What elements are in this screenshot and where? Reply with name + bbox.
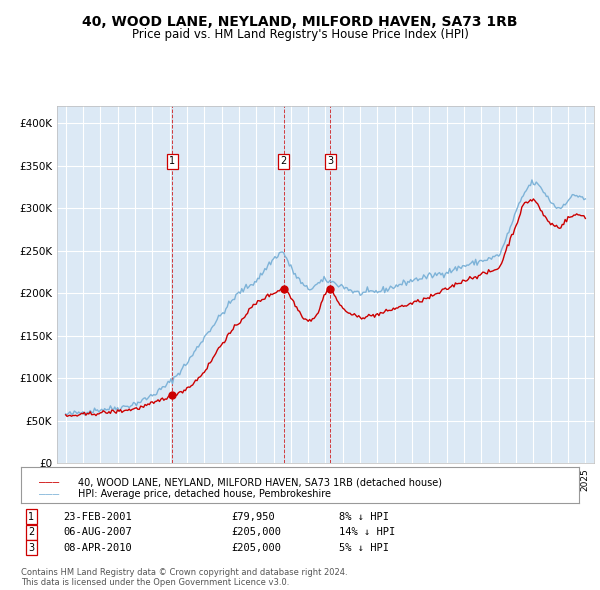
Text: 2: 2 <box>28 527 34 537</box>
Text: 1: 1 <box>28 512 34 522</box>
Text: ———: ——— <box>39 489 59 499</box>
Text: 2: 2 <box>280 156 287 166</box>
Text: 40, WOOD LANE, NEYLAND, MILFORD HAVEN, SA73 1RB (detached house): 40, WOOD LANE, NEYLAND, MILFORD HAVEN, S… <box>78 477 442 487</box>
Text: HPI: Average price, detached house, Pembrokeshire: HPI: Average price, detached house, Pemb… <box>78 489 331 499</box>
Point <box>325 284 335 294</box>
Text: 3: 3 <box>28 543 34 552</box>
Text: £205,000: £205,000 <box>231 527 281 537</box>
Text: 14% ↓ HPI: 14% ↓ HPI <box>339 527 395 537</box>
Text: 3: 3 <box>327 156 333 166</box>
Text: £79,950: £79,950 <box>231 512 275 522</box>
Text: 23-FEB-2001: 23-FEB-2001 <box>63 512 132 522</box>
Text: ———: ——— <box>39 477 59 487</box>
Text: 06-AUG-2007: 06-AUG-2007 <box>63 527 132 537</box>
Text: Price paid vs. HM Land Registry's House Price Index (HPI): Price paid vs. HM Land Registry's House … <box>131 28 469 41</box>
Text: 08-APR-2010: 08-APR-2010 <box>63 543 132 552</box>
Text: 8% ↓ HPI: 8% ↓ HPI <box>339 512 389 522</box>
Text: £205,000: £205,000 <box>231 543 281 552</box>
Text: 1: 1 <box>169 156 175 166</box>
Point <box>167 391 177 400</box>
Text: Contains HM Land Registry data © Crown copyright and database right 2024.
This d: Contains HM Land Registry data © Crown c… <box>21 568 347 587</box>
Text: 40, WOOD LANE, NEYLAND, MILFORD HAVEN, SA73 1RB: 40, WOOD LANE, NEYLAND, MILFORD HAVEN, S… <box>82 15 518 29</box>
Text: 5% ↓ HPI: 5% ↓ HPI <box>339 543 389 552</box>
Point <box>279 284 289 294</box>
